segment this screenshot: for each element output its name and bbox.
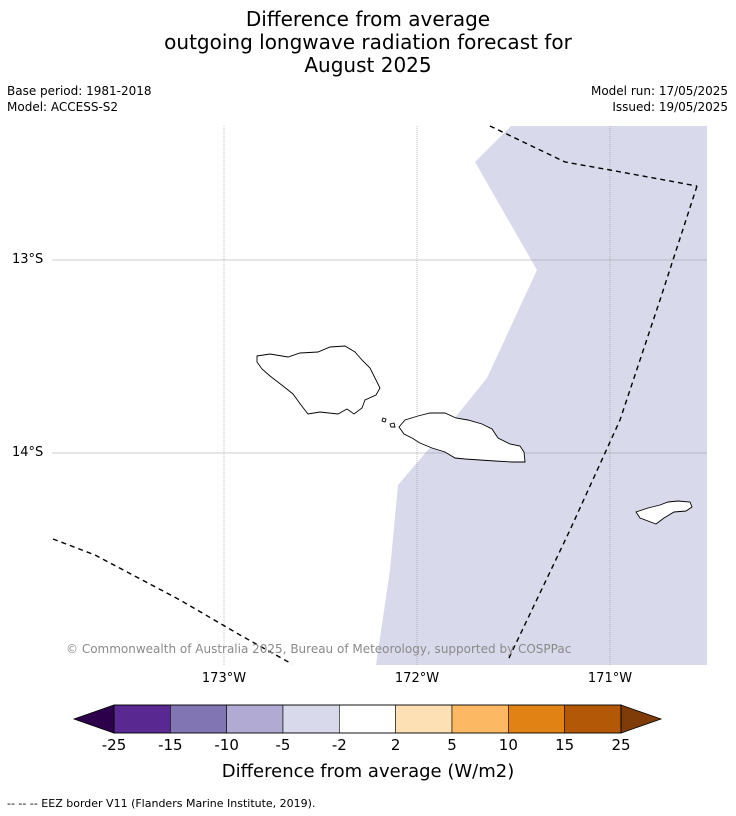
copyright-notice: © Commonwealth of Australia 2025, Bureau…: [66, 642, 572, 656]
eez-border-southwest: [52, 538, 293, 665]
manono-island: [389, 422, 396, 428]
lon-label-172w: 172°W: [394, 671, 440, 686]
apolima-island: [381, 417, 387, 423]
colorbar-tick-label: 2: [390, 736, 401, 754]
upolu-island: [398, 412, 526, 463]
coastlines: [256, 345, 693, 525]
eez-borders: [52, 125, 698, 665]
colorbar-tick-label: -15: [158, 736, 183, 754]
title-line-3: August 2025: [304, 53, 432, 77]
colorbar-tick-label: 25: [611, 736, 631, 754]
colorbar-box: [113, 704, 171, 734]
eez-footnote: -- -- -- EEZ border V11 (Flanders Marine…: [7, 797, 316, 810]
colorbar-tick-label: 15: [555, 736, 575, 754]
lon-label-171w: 171°W: [587, 671, 633, 686]
colorbar-label: Difference from average (W/m2): [221, 761, 515, 782]
colorbar-tick-label: -10: [214, 736, 239, 754]
base-period: Base period: 1981-2018: [7, 84, 152, 98]
colorbar-box: [226, 704, 284, 734]
model-run: Model run: 17/05/2025: [590, 84, 728, 98]
colorbar-tick-label: 10: [498, 736, 518, 754]
colorbar-tick-label: -5: [275, 736, 291, 754]
lat-label-13s: 13°S: [12, 252, 44, 267]
colorbar-box: [508, 704, 565, 734]
eez-border-east: [507, 185, 698, 661]
meta-left: Base period: 1981-2018 Model: ACCESS-S2: [7, 83, 152, 115]
title-line-1: Difference from average: [245, 7, 491, 31]
graticule: [52, 126, 707, 665]
colorbar-box: [451, 704, 509, 734]
colorbar: [72, 704, 663, 734]
colorbar-box: [282, 704, 340, 734]
eez-border-north: [489, 125, 698, 187]
colorbar-under-arrow: [72, 704, 115, 734]
tutuila-island: [635, 500, 693, 525]
issued-date: Issued: 19/05/2025: [612, 100, 728, 114]
lon-label-173w: 173°W: [201, 671, 247, 686]
lat-label-14s: 14°S: [12, 445, 44, 460]
title-line-2: outgoing longwave radiation forecast for: [164, 30, 572, 54]
savaii-island: [256, 345, 381, 415]
colorbar-box: [339, 704, 396, 734]
meta-right: Model run: 17/05/2025 Issued: 19/05/2025: [591, 83, 728, 115]
colorbar-box: [564, 704, 622, 734]
colorbar-boxes: [113, 704, 622, 734]
map-title: Difference from average outgoing longwav…: [0, 8, 736, 77]
colorbar-box: [170, 704, 227, 734]
colorbar-outline: [113, 704, 622, 734]
colorbar-over-arrow: [620, 704, 663, 734]
colorbar-tick-label: 5: [447, 736, 457, 754]
anomaly-region: [376, 126, 707, 665]
model-name: Model: ACCESS-S2: [7, 100, 119, 114]
colorbar-box: [395, 704, 453, 734]
colorbar-tick-label: -25: [101, 736, 127, 754]
colorbar-tick-label: -2: [331, 736, 347, 754]
